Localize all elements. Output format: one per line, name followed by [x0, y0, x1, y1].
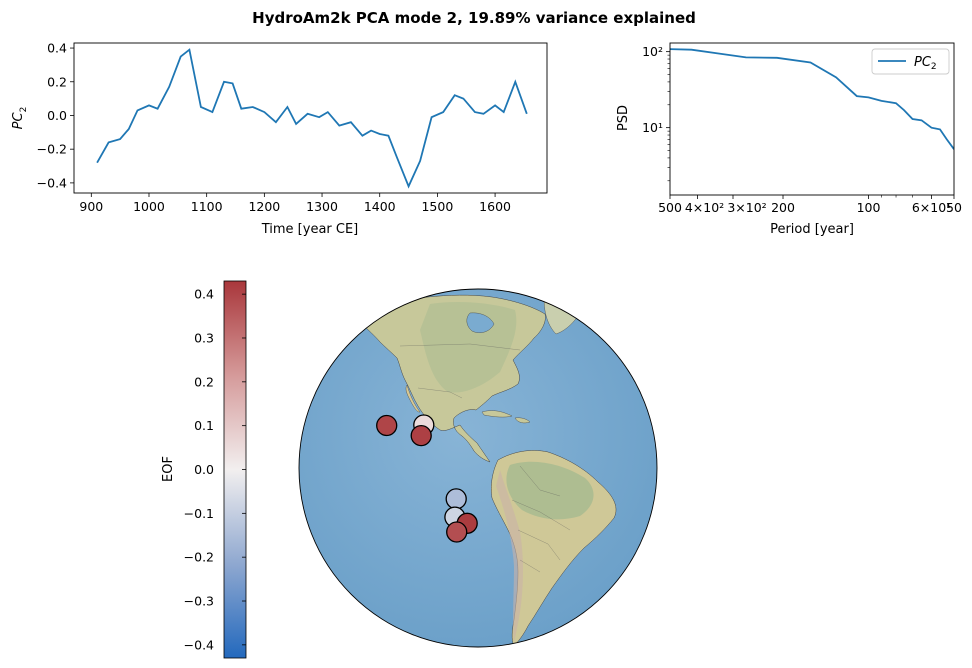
colorbar-ticks: 0.4 0.3 0.2 0.1 0.0 −0.1 −0.2 −0.3 −0.4 — [184, 287, 246, 652]
timeseries-xtick-label: 1400 — [364, 199, 396, 214]
timeseries-ytick-label: −0.4 — [37, 175, 67, 190]
site-marker — [446, 521, 468, 543]
hispaniola-island — [514, 417, 531, 424]
timeseries-ticks: 900 1000 1100 1200 1300 1400 1500 1600 −0.4 −0.2 0… — [37, 41, 511, 214]
timeseries-xtick-label: 900 — [79, 199, 103, 214]
site-markers — [376, 414, 478, 543]
timeseries-ytick-label: −0.2 — [37, 142, 67, 157]
psd-xlabel: Period [year] — [770, 222, 854, 237]
colorbar-tick-label: −0.2 — [184, 550, 214, 565]
colorbar: 0.4 0.3 0.2 0.1 0.0 −0.1 −0.2 −0.3 −0.4 EOF — [161, 280, 247, 659]
timeseries-xtick-label: 1300 — [306, 199, 338, 214]
colorbar-tick-label: 0.0 — [194, 462, 214, 477]
timeseries-line — [96, 48, 528, 189]
psd-xtick-label: 200 — [771, 200, 795, 215]
timeseries-xlabel: Time [year CE] — [261, 222, 359, 237]
colorbar-tick-label: −0.4 — [184, 637, 214, 652]
timeseries-ytick-label: 0.4 — [47, 41, 67, 56]
timeseries-ylabel: PC2 — [11, 107, 29, 130]
figure-title: HydroAm2k PCA mode 2, 19.89% variance ex… — [252, 9, 696, 27]
colorbar-tick-label: 0.2 — [194, 374, 214, 389]
psd-xtick-label: 500 — [658, 200, 682, 215]
site-marker — [445, 488, 467, 510]
colorbar-tick-label: −0.1 — [184, 506, 214, 521]
country-borders — [399, 343, 571, 573]
psd-xtick-label: 50 — [946, 200, 962, 215]
timeseries-panel: 900 1000 1100 1200 1300 1400 1500 1600 −0.4 −0.2 0… — [11, 41, 548, 237]
colorbar-label: EOF — [161, 456, 176, 482]
colorbar-tick-label: 0.3 — [194, 330, 214, 345]
andes-range — [496, 470, 523, 642]
timeseries-xtick-label: 1200 — [248, 199, 280, 214]
timeseries-xtick-label: 1600 — [479, 199, 511, 214]
colorbar-tick-label: −0.3 — [184, 594, 214, 609]
amazon-vegetation — [506, 461, 594, 520]
psd-axes-frame — [669, 42, 955, 196]
psd-ytick-label: 10¹ — [642, 120, 663, 135]
psd-xtick-label: 6×10¹ — [912, 200, 951, 215]
timeseries-xtick-label: 1100 — [191, 199, 223, 214]
timeseries-axes-frame — [73, 42, 548, 194]
baja-california — [405, 384, 421, 413]
timeseries-xtick-label: 1000 — [133, 199, 165, 214]
psd-ytick-label: 10² — [642, 44, 663, 59]
psd-legend: PC2 — [871, 48, 950, 75]
psd-xtick-label: 100 — [857, 200, 881, 215]
hudson-bay — [466, 312, 495, 333]
timeseries-ytick-label: 0.0 — [47, 108, 67, 123]
colorbar-tick-label: 0.4 — [194, 287, 214, 302]
site-marker — [410, 424, 432, 447]
psd-ylabel: PSD — [616, 105, 631, 131]
psd-xtick-label: 3×10² — [727, 200, 766, 215]
cuba-island — [481, 410, 513, 418]
globe-outline — [298, 288, 658, 648]
psd-line — [670, 48, 954, 150]
psd-legend-label: PC2 — [914, 55, 937, 72]
site-marker — [376, 414, 398, 437]
colorbar-tick-label: 0.1 — [194, 418, 214, 433]
landmasses — [359, 289, 617, 647]
timeseries-ytick-label: 0.2 — [47, 74, 67, 89]
timeseries-xtick-label: 1500 — [421, 199, 453, 214]
psd-xtick-label: 4×10² — [685, 200, 724, 215]
globe-map — [298, 288, 658, 648]
